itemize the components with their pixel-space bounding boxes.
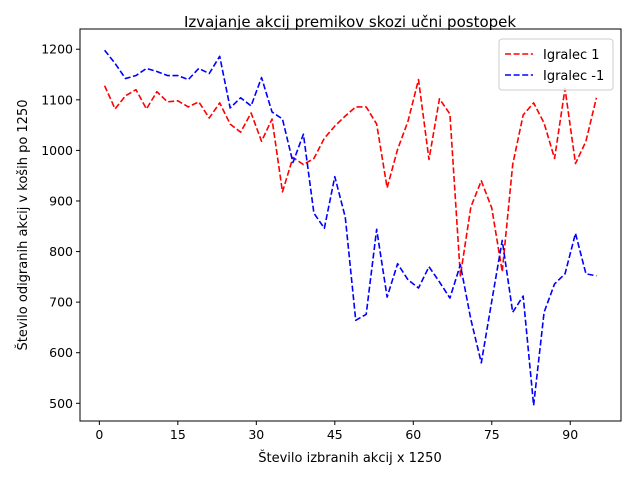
y-tick-label: 1200 xyxy=(41,42,73,57)
x-tick-label: 60 xyxy=(405,427,421,442)
legend-label-igralec-1: Igralec 1 xyxy=(543,48,600,63)
y-axis-title: Število odigranih akcij v koših po 1250 xyxy=(15,100,31,351)
x-tick-label: 30 xyxy=(248,427,264,442)
y-tick-label: 900 xyxy=(49,193,73,208)
legend-box xyxy=(498,38,614,91)
y-tick-label: 800 xyxy=(49,244,73,259)
series-line-igralec-1 xyxy=(103,78,598,277)
x-tick-label: 15 xyxy=(170,427,186,442)
x-axis: 0 15 30 45 60 75 90 xyxy=(95,421,578,442)
chart-title: Izvajanje akcij premikov skozi učni post… xyxy=(184,13,516,31)
y-axis: 500 600 700 800 900 1000 1100 1200 xyxy=(41,42,80,411)
y-tick-label: 1100 xyxy=(41,92,73,107)
x-tick-label: 90 xyxy=(562,427,578,442)
series-line-igralec-minus-1 xyxy=(103,49,597,407)
y-tick-label: 500 xyxy=(49,396,73,411)
x-tick-label: 75 xyxy=(484,427,500,442)
x-axis-title: Število izbranih akcij x 1250 xyxy=(258,450,441,466)
x-tick-label: 0 xyxy=(95,427,103,442)
legend: Igralec 1 Igralec -1 xyxy=(498,38,614,91)
x-tick-label: 45 xyxy=(327,427,343,442)
y-tick-label: 700 xyxy=(49,295,73,310)
plot-area xyxy=(80,29,621,421)
plot-frame xyxy=(79,28,622,422)
legend-label-igralec-minus-1: Igralec -1 xyxy=(543,69,604,84)
series-layer xyxy=(103,49,598,407)
y-tick-label: 1000 xyxy=(41,143,73,158)
y-tick-label: 600 xyxy=(49,345,73,360)
